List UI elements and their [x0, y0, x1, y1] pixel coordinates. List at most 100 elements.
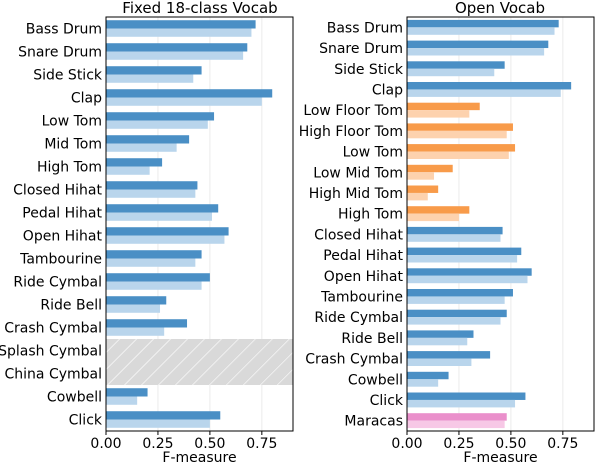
- fixed-category-label-pedal-hihat: Pedal Hihat: [22, 206, 102, 222]
- open-bar-click-dark: [407, 392, 526, 400]
- open-category-label-open-hihat: Open Hihat: [324, 269, 404, 285]
- open-bar-ride-cymbal-dark: [407, 309, 507, 318]
- open-bar-closed-hihat-dark: [407, 226, 503, 235]
- fixed-category-label-side-stick: Side Stick: [33, 68, 103, 84]
- open-category-label-ride-cymbal: Ride Cymbal: [314, 310, 403, 326]
- fixed-bar-open-hihat-dark: [106, 227, 229, 236]
- open-category-label-snare-drum: Snare Drum: [319, 41, 403, 57]
- fixed-category-label-ride-bell: Ride Bell: [40, 298, 102, 314]
- open-bar-snare-drum-light: [407, 48, 545, 56]
- open-category-label-side-stick: Side Stick: [334, 62, 404, 78]
- open-bar-low-mid-tom-light: [407, 172, 435, 180]
- open-category-label-maracas: Maracas: [344, 414, 403, 430]
- open-bar-high-mid-tom-dark: [407, 185, 439, 193]
- fixed-bar-clap-dark: [106, 89, 273, 98]
- open-category-label-high-floor-tom: High Floor Tom: [299, 124, 403, 140]
- fixed-x-axis-label: F-measure: [162, 450, 236, 463]
- fixed-bar-bass-drum-dark: [106, 20, 256, 29]
- fixed-bar-snare-drum-dark: [106, 43, 248, 52]
- fixed-category-label-crash-cymbal: Crash Cymbal: [4, 321, 102, 337]
- open-bar-ride-bell-dark: [407, 330, 474, 338]
- open-bar-pedal-hihat-dark: [407, 247, 522, 256]
- open-bar-maracas-light: [407, 420, 505, 429]
- open-category-label-low-mid-tom: Low Mid Tom: [313, 165, 403, 181]
- open-bar-high-tom-dark: [407, 206, 470, 214]
- fixed-panel-title: Fixed 18-class Vocab: [122, 0, 277, 17]
- fixed-category-label-china-cymbal: China Cymbal: [5, 367, 103, 383]
- open-bar-low-mid-tom-dark: [407, 164, 453, 173]
- open-bar-clap-light: [407, 89, 561, 97]
- fixed-bar-ride-cymbal-light: [106, 281, 202, 290]
- open-bar-high-tom-light: [407, 213, 459, 222]
- fixed-x-tick-label: 0.75: [246, 436, 277, 452]
- open-x-tick-label: 0.75: [547, 436, 578, 452]
- fixed-bar-open-hihat-light: [106, 235, 225, 244]
- fixed-bar-crash-cymbal-dark: [106, 319, 188, 328]
- fixed-category-label-ride-cymbal: Ride Cymbal: [13, 275, 102, 291]
- open-category-label-cowbell: Cowbell: [348, 372, 403, 388]
- open-bar-high-mid-tom-light: [407, 192, 428, 201]
- open-category-label-tambourine: Tambourine: [320, 289, 403, 305]
- open-category-label-high-mid-tom: High Mid Tom: [309, 186, 403, 202]
- fixed-bar-mid-tom-light: [106, 143, 177, 152]
- fixed-bar-side-stick-light: [106, 74, 194, 83]
- open-bar-low-tom-dark: [407, 144, 516, 152]
- open-axes-frame: [406, 16, 595, 432]
- open-x-tick-label: 0.00: [391, 436, 422, 452]
- open-bar-cowbell-dark: [407, 371, 449, 380]
- fixed-bar-high-tom-dark: [106, 158, 163, 167]
- fixed-bar-closed-hihat-light: [106, 189, 196, 198]
- fixed-bar-ride-bell-dark: [106, 296, 167, 305]
- open-vocab-panel: Open Vocab Bass Drum Snare Drum Side Stick C…: [299, 0, 595, 463]
- open-bar-bass-drum-light: [407, 27, 555, 35]
- open-bar-low-floor-tom-light: [407, 110, 470, 118]
- fixed-bar-tambourine-dark: [106, 250, 202, 259]
- fixed-category-label-splash-cymbal: Splash Cymbal: [0, 344, 102, 360]
- fixed-bar-high-tom-light: [106, 166, 150, 175]
- open-bar-high-floor-tom-dark: [407, 123, 513, 131]
- fixed-category-label-closed-hihat: Closed Hihat: [13, 183, 102, 199]
- fixed-category-label-low-tom: Low Tom: [42, 114, 102, 130]
- fixed-x-tick-label: 0.00: [90, 436, 121, 452]
- fixed-bar-snare-drum-light: [106, 51, 244, 60]
- open-category-label-low-tom: Low Tom: [343, 145, 403, 161]
- open-category-label-ride-bell: Ride Bell: [341, 331, 403, 347]
- open-category-label-closed-hihat: Closed Hihat: [314, 227, 403, 243]
- fixed-bar-cowbell-light: [106, 396, 138, 405]
- open-bar-pedal-hihat-light: [407, 255, 518, 263]
- fixed-bar-click-light: [106, 419, 210, 428]
- fixed-category-label-mid-tom: Mid Tom: [44, 137, 102, 153]
- open-category-label-crash-cymbal: Crash Cymbal: [305, 352, 403, 368]
- fixed-bar-ride-cymbal-dark: [106, 273, 210, 282]
- open-bar-click-light: [407, 399, 516, 408]
- fixed-axes-frame: [105, 16, 294, 432]
- fixed-bar-low-tom-dark: [106, 112, 215, 121]
- fixed-bar-crash-cymbal-light: [106, 327, 165, 336]
- open-x-tick-label: 0.25: [443, 436, 474, 452]
- fixed-x-tick-label: 0.50: [194, 436, 225, 452]
- fixed-bar-clap-light: [106, 97, 262, 106]
- fixed-bar-closed-hihat-dark: [106, 181, 198, 190]
- open-bar-low-floor-tom-dark: [407, 102, 480, 111]
- open-category-label-bass-drum: Bass Drum: [327, 20, 403, 36]
- fixed-bar-side-stick-dark: [106, 66, 202, 75]
- open-x-axis-label: F-measure: [463, 450, 537, 463]
- open-bar-crash-cymbal-light: [407, 358, 472, 367]
- fixed-category-label-open-hihat: Open Hihat: [23, 229, 103, 245]
- open-bar-ride-cymbal-light: [407, 317, 501, 325]
- fixed-bar-pedal-hihat-light: [106, 212, 212, 221]
- open-bar-side-stick-light: [407, 68, 495, 77]
- fixed-x-tick-label: 0.25: [142, 436, 173, 452]
- fixed-bar-click-dark: [106, 411, 221, 420]
- fixed-bar-cowbell-dark: [106, 388, 148, 397]
- open-category-label-high-tom: High Tom: [338, 207, 403, 223]
- open-bar-tambourine-dark: [407, 288, 513, 297]
- fixed-category-label-snare-drum: Snare Drum: [18, 45, 102, 61]
- open-x-tick-label: 0.50: [495, 436, 526, 452]
- fixed-category-label-bass-drum: Bass Drum: [26, 22, 102, 38]
- fixed-category-label-tambourine: Tambourine: [19, 252, 102, 268]
- open-bar-open-hihat-light: [407, 275, 528, 284]
- open-bar-cowbell-light: [407, 379, 439, 387]
- fixed-bar-pedal-hihat-dark: [106, 204, 219, 213]
